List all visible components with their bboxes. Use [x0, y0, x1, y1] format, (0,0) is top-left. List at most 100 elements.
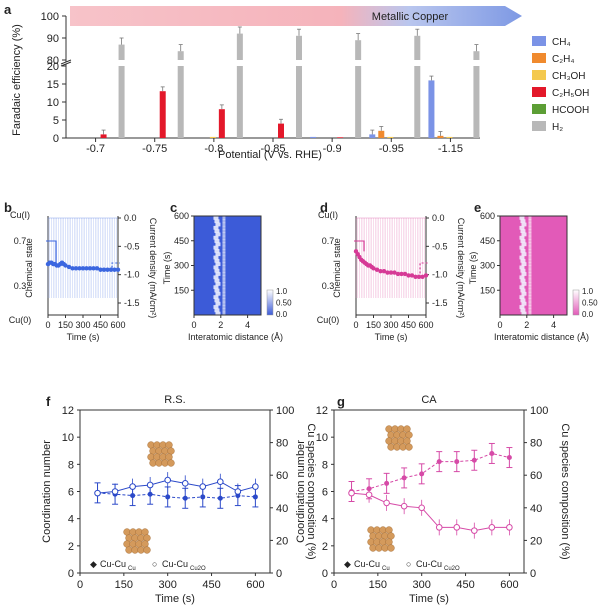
- bar-ch4: [428, 80, 435, 138]
- x-axis-title: Interatomic distance (Å): [494, 332, 589, 342]
- heatmap-peak-secondary: [222, 308, 226, 313]
- state-top-label: Cu(I): [318, 210, 338, 220]
- y-tick-label: 20: [47, 61, 59, 73]
- y-right-tick-label: 100: [276, 405, 294, 417]
- series-cu-point: [147, 491, 153, 497]
- bar-h2: [355, 66, 362, 138]
- y-tick-label: 0.3: [14, 281, 27, 291]
- bar-ch3oh: [209, 136, 216, 138]
- chemical-state-point: [413, 274, 418, 280]
- heatmap-peak: [521, 252, 527, 257]
- x-tick-label: 0: [77, 579, 83, 591]
- heatmap-peak-secondary: [528, 262, 532, 266]
- y-right-tick-label: 20: [276, 535, 288, 547]
- heatmap-peak: [521, 222, 527, 227]
- heatmap-peak: [520, 308, 526, 313]
- legend-swatch: [532, 87, 546, 97]
- chemical-state-point: [385, 270, 390, 275]
- chemical-state-point: [409, 273, 415, 278]
- heatmap-peak-secondary: [222, 258, 226, 263]
- legend-label: CH₃OH: [552, 71, 586, 82]
- bar-ch4: [310, 136, 317, 138]
- legend-swatch: [532, 36, 546, 46]
- chemical-state-point: [423, 273, 429, 278]
- heatmap-peak: [215, 222, 221, 227]
- y-tick-label: 10: [62, 432, 74, 444]
- series-cu-point: [419, 471, 425, 477]
- x-tick-label: 4: [245, 320, 250, 330]
- heatmap-peak: [213, 235, 219, 240]
- bar-c2h5oh: [337, 137, 344, 138]
- heatmap-peak-secondary: [222, 282, 226, 286]
- x-tick-label: 450: [202, 579, 220, 591]
- chemical-state-point: [402, 271, 408, 277]
- x-tick-label: 600: [418, 320, 433, 330]
- heatmap-peak-secondary: [222, 305, 226, 309]
- chemical-state-point: [80, 266, 86, 271]
- chemical-state-point: [73, 266, 79, 271]
- heatmap-peak-secondary: [222, 252, 226, 257]
- y-right-tick-label: 40: [276, 503, 288, 515]
- bar-c2h5oh: [159, 91, 166, 138]
- chemical-state-point: [378, 268, 383, 274]
- bar-c2h5oh: [278, 123, 284, 138]
- heatmap-peak: [213, 225, 219, 230]
- heatmap-peak-secondary: [222, 311, 226, 316]
- y-tick-label: 2: [68, 541, 74, 553]
- heatmap-peak-secondary: [528, 275, 532, 280]
- heatmap-peak: [521, 291, 527, 296]
- chemical-state-point: [94, 266, 100, 271]
- legend-label: CH₄: [552, 37, 571, 48]
- legend-label: C₂H₅OH: [552, 88, 589, 99]
- heatmap-peak-secondary: [222, 229, 226, 233]
- heatmap-peak-secondary: [528, 225, 532, 230]
- heatmap-peak-secondary: [528, 242, 532, 247]
- colorbar-tick-label: 0.50: [276, 299, 292, 308]
- y-tick-label: 150: [174, 285, 189, 295]
- heatmap-peak: [519, 305, 525, 309]
- heatmap-peak: [213, 216, 219, 220]
- heatmap-peak: [213, 305, 219, 309]
- y-tick-label: 12: [316, 405, 328, 417]
- heatmap-peak: [214, 258, 220, 263]
- heatmap-peak-secondary: [528, 249, 532, 253]
- legend-marker-cu2o: ○: [152, 559, 157, 569]
- heatmap-peak-secondary: [528, 278, 532, 283]
- heatmap-peak-secondary: [222, 219, 226, 224]
- metallic-copper-banner: [70, 6, 522, 26]
- bar-h2: [296, 66, 302, 138]
- chemical-state-point: [416, 274, 422, 280]
- series-cu2o-point: [164, 476, 171, 484]
- legend-label-cu: Cu-Cu: [100, 559, 126, 569]
- heatmap-peak: [214, 308, 220, 313]
- heatmap-peak: [214, 298, 220, 303]
- heatmap-peak-secondary: [528, 285, 532, 290]
- heatmap-peak-secondary: [528, 245, 532, 250]
- y-tick-label: 4: [68, 514, 74, 526]
- bar-ch3oh: [387, 136, 394, 138]
- bar-c2h5oh: [218, 109, 225, 138]
- panel-letter-b: b: [4, 200, 12, 215]
- chemical-state-point: [388, 270, 394, 275]
- y-right-tick-label: 60: [276, 470, 288, 482]
- chemical-state-point: [63, 263, 68, 268]
- y-tick-label: 8: [68, 459, 74, 471]
- heatmap-peak-secondary: [528, 219, 532, 224]
- heatmap-peak-secondary: [528, 298, 532, 303]
- series-cu2o-point: [365, 491, 373, 499]
- y-right-tick-label: -1.5: [124, 298, 140, 308]
- chemical-state-point: [399, 271, 404, 277]
- heatmap-peak: [214, 278, 220, 283]
- chemical-state-point: [406, 273, 411, 278]
- x-tick-label: -0.9: [323, 143, 342, 155]
- heatmap-peak-secondary: [222, 216, 226, 220]
- y-axis-title: Chemical state: [332, 238, 342, 298]
- heatmap-peak: [215, 301, 221, 306]
- series-cu2o-point: [146, 481, 154, 489]
- heatmap-peak: [520, 239, 526, 243]
- bar-h2: [236, 66, 243, 138]
- series-cu2o-line: [351, 492, 510, 532]
- heatmap-peak-secondary: [222, 285, 226, 290]
- heatmap-peak: [215, 282, 221, 286]
